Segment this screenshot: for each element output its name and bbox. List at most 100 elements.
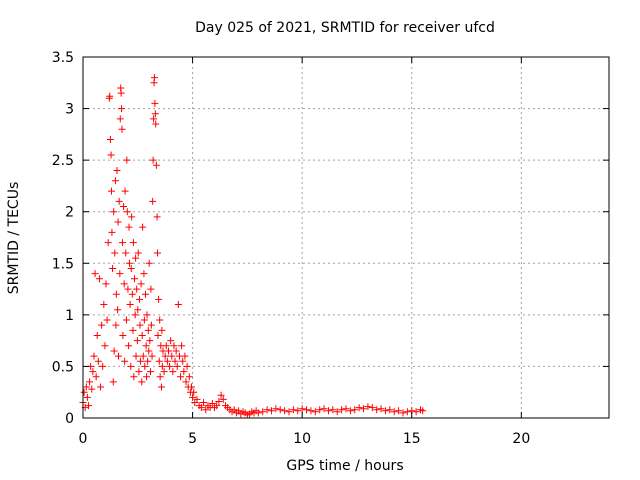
data-point <box>137 280 145 288</box>
data-point <box>197 404 205 412</box>
data-point <box>146 337 154 345</box>
data-point <box>403 408 411 416</box>
data-point <box>390 408 398 416</box>
data-point <box>150 115 158 123</box>
data-point <box>123 208 131 216</box>
data-point <box>114 218 122 226</box>
data-point <box>109 378 117 386</box>
data-point <box>124 285 132 293</box>
data-point <box>346 407 354 415</box>
data-point <box>276 406 284 414</box>
data-point <box>183 362 191 370</box>
data-point <box>208 400 216 408</box>
data-point <box>161 352 169 360</box>
data-point <box>129 239 137 247</box>
data-point <box>111 177 119 185</box>
x-tick-label: 5 <box>188 431 197 447</box>
data-point <box>267 407 275 415</box>
data-point <box>131 275 139 283</box>
x-tick-label: 15 <box>403 431 421 447</box>
y-axis-ticks: 0 0.5 1 1.5 2 2.5 3 3.5 <box>52 50 609 427</box>
data-point <box>120 203 128 211</box>
data-point <box>141 290 149 298</box>
data-point <box>119 331 127 339</box>
y-tick-label: 3.5 <box>52 50 74 66</box>
data-point <box>116 270 124 278</box>
data-point <box>147 368 155 376</box>
data-point <box>399 409 407 417</box>
data-point <box>134 306 142 314</box>
data-point <box>106 136 114 144</box>
data-point <box>125 342 133 350</box>
data-point <box>213 402 221 410</box>
data-point <box>311 408 319 416</box>
data-point <box>412 408 420 416</box>
data-point <box>132 254 140 262</box>
data-point <box>80 388 88 396</box>
data-point <box>166 362 174 370</box>
y-tick-label: 1.5 <box>52 256 74 272</box>
data-point <box>123 156 131 164</box>
data-point <box>114 306 122 314</box>
data-point <box>112 290 120 298</box>
data-point <box>170 342 178 350</box>
data-point <box>155 295 163 303</box>
data-point <box>185 373 193 381</box>
data-point <box>143 311 151 319</box>
data-point <box>122 316 130 324</box>
data-point <box>289 406 297 414</box>
data-point <box>98 321 106 329</box>
data-point <box>178 342 186 350</box>
data-point <box>91 270 99 278</box>
data-point <box>140 270 148 278</box>
data-point <box>200 399 208 407</box>
data-point <box>373 406 381 414</box>
data-point <box>381 407 389 415</box>
data-point <box>122 249 130 257</box>
data-point <box>103 316 111 324</box>
data-point <box>138 378 146 386</box>
data-point <box>129 326 137 334</box>
data-point <box>132 352 140 360</box>
data-point <box>168 352 176 360</box>
data-point <box>121 357 129 365</box>
data-point <box>113 166 121 174</box>
data-point <box>126 301 134 309</box>
data-point <box>154 249 162 257</box>
x-axis-ticks: 0 5 10 15 20 <box>79 57 530 447</box>
data-point <box>93 331 101 339</box>
data-point <box>177 373 185 381</box>
data-point <box>149 156 157 164</box>
data-point <box>145 259 153 267</box>
data-point <box>84 402 92 410</box>
chart-title: Day 025 of 2021, SRMTID for receiver ufc… <box>195 20 495 36</box>
y-axis-title: SRMTID / TECUs <box>6 182 22 295</box>
data-point <box>151 99 159 107</box>
data-point <box>202 406 210 414</box>
data-point <box>118 125 126 133</box>
data-point <box>138 331 146 339</box>
data-point <box>116 115 124 123</box>
data-point <box>133 337 141 345</box>
data-point <box>156 316 164 324</box>
x-tick-label: 0 <box>79 431 88 447</box>
data-point <box>101 342 109 350</box>
data-point <box>134 249 142 257</box>
data-point <box>150 74 158 82</box>
data-point <box>144 357 152 365</box>
data-point <box>125 223 133 231</box>
data-point <box>180 368 188 376</box>
data-point <box>89 368 97 376</box>
data-point <box>167 337 175 345</box>
data-point <box>111 249 119 257</box>
data-point <box>179 357 187 365</box>
data-point <box>254 409 262 417</box>
data-point <box>107 187 115 195</box>
data-point <box>174 301 182 309</box>
data-point <box>94 357 102 365</box>
data-point <box>92 373 100 381</box>
y-tick-label: 3 <box>65 102 74 118</box>
data-point <box>99 362 107 370</box>
y-tick-label: 0 <box>65 411 74 427</box>
data-point <box>141 362 149 370</box>
